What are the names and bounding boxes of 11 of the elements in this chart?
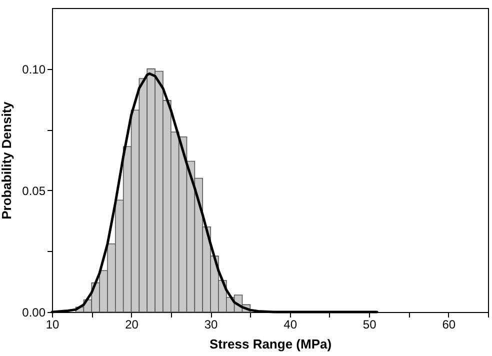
x-tick-label: 30 <box>204 318 218 332</box>
y-tick-label: 0.10 <box>22 62 46 76</box>
x-tick-label: 10 <box>46 318 60 332</box>
y-axis-title: Probability Density <box>0 100 14 220</box>
y-tick-label: 0.05 <box>22 184 46 198</box>
x-tick-label: 20 <box>125 318 139 332</box>
x-tick-label: 60 <box>442 318 456 332</box>
y-tick-label: 0.00 <box>22 306 46 320</box>
x-tick-label: 50 <box>362 318 377 332</box>
x-axis-title: Stress Range (MPa) <box>209 336 332 352</box>
x-tick-label: 40 <box>284 318 298 332</box>
